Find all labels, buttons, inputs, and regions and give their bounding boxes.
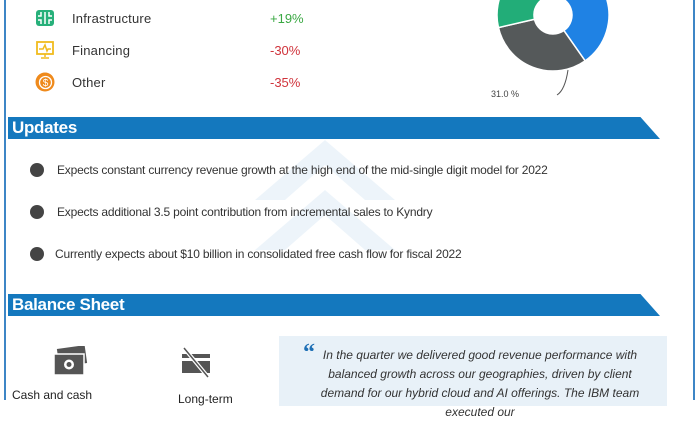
bullet-dot bbox=[30, 163, 44, 177]
segment-row-infrastructure: Infrastructure +19% bbox=[35, 8, 304, 28]
segment-change: +19% bbox=[270, 10, 304, 26]
segment-label: Infrastructure bbox=[72, 10, 152, 26]
donut-slice-gray bbox=[497, 18, 587, 72]
quote-mark: “ bbox=[303, 340, 315, 366]
watermark-logo bbox=[255, 140, 395, 250]
updates-header: Updates bbox=[8, 117, 660, 139]
bullet-dot bbox=[30, 205, 44, 219]
segment-label: Financing bbox=[72, 42, 131, 58]
chip-icon bbox=[35, 8, 55, 28]
segment-label: Other bbox=[72, 74, 106, 90]
long-term-debt-label: Long-term bbox=[178, 392, 233, 406]
cash-icon bbox=[53, 346, 88, 376]
segment-change: -35% bbox=[270, 74, 301, 90]
segment-row-other: $ Other -35% bbox=[35, 72, 300, 92]
segment-row-financing: Financing -30% bbox=[35, 40, 300, 60]
bullet-dot bbox=[30, 247, 44, 261]
segment-change: -30% bbox=[270, 42, 301, 58]
donut-label: 31.0 % bbox=[491, 89, 519, 99]
monitor-chart-icon bbox=[35, 40, 55, 60]
balance-sheet-header: Balance Sheet bbox=[8, 294, 660, 316]
page-frame bbox=[4, 0, 695, 400]
ceo-quote: In the quarter we delivered good revenue… bbox=[279, 336, 667, 419]
update-item: Expects constant currency revenue growth… bbox=[30, 163, 548, 177]
svg-text:$: $ bbox=[43, 78, 49, 89]
update-item: Expects additional 3.5 point contributio… bbox=[30, 205, 433, 219]
update-item: Currently expects about $10 billion in c… bbox=[30, 247, 462, 261]
cash-label: Cash and cash bbox=[12, 388, 93, 402]
no-card-icon bbox=[182, 346, 210, 378]
donut-slice-green bbox=[496, 0, 543, 29]
dollar-coin-icon: $ bbox=[35, 72, 55, 92]
donut-leader-line bbox=[556, 69, 569, 96]
donut-chart: 31.0 % bbox=[491, 0, 610, 99]
